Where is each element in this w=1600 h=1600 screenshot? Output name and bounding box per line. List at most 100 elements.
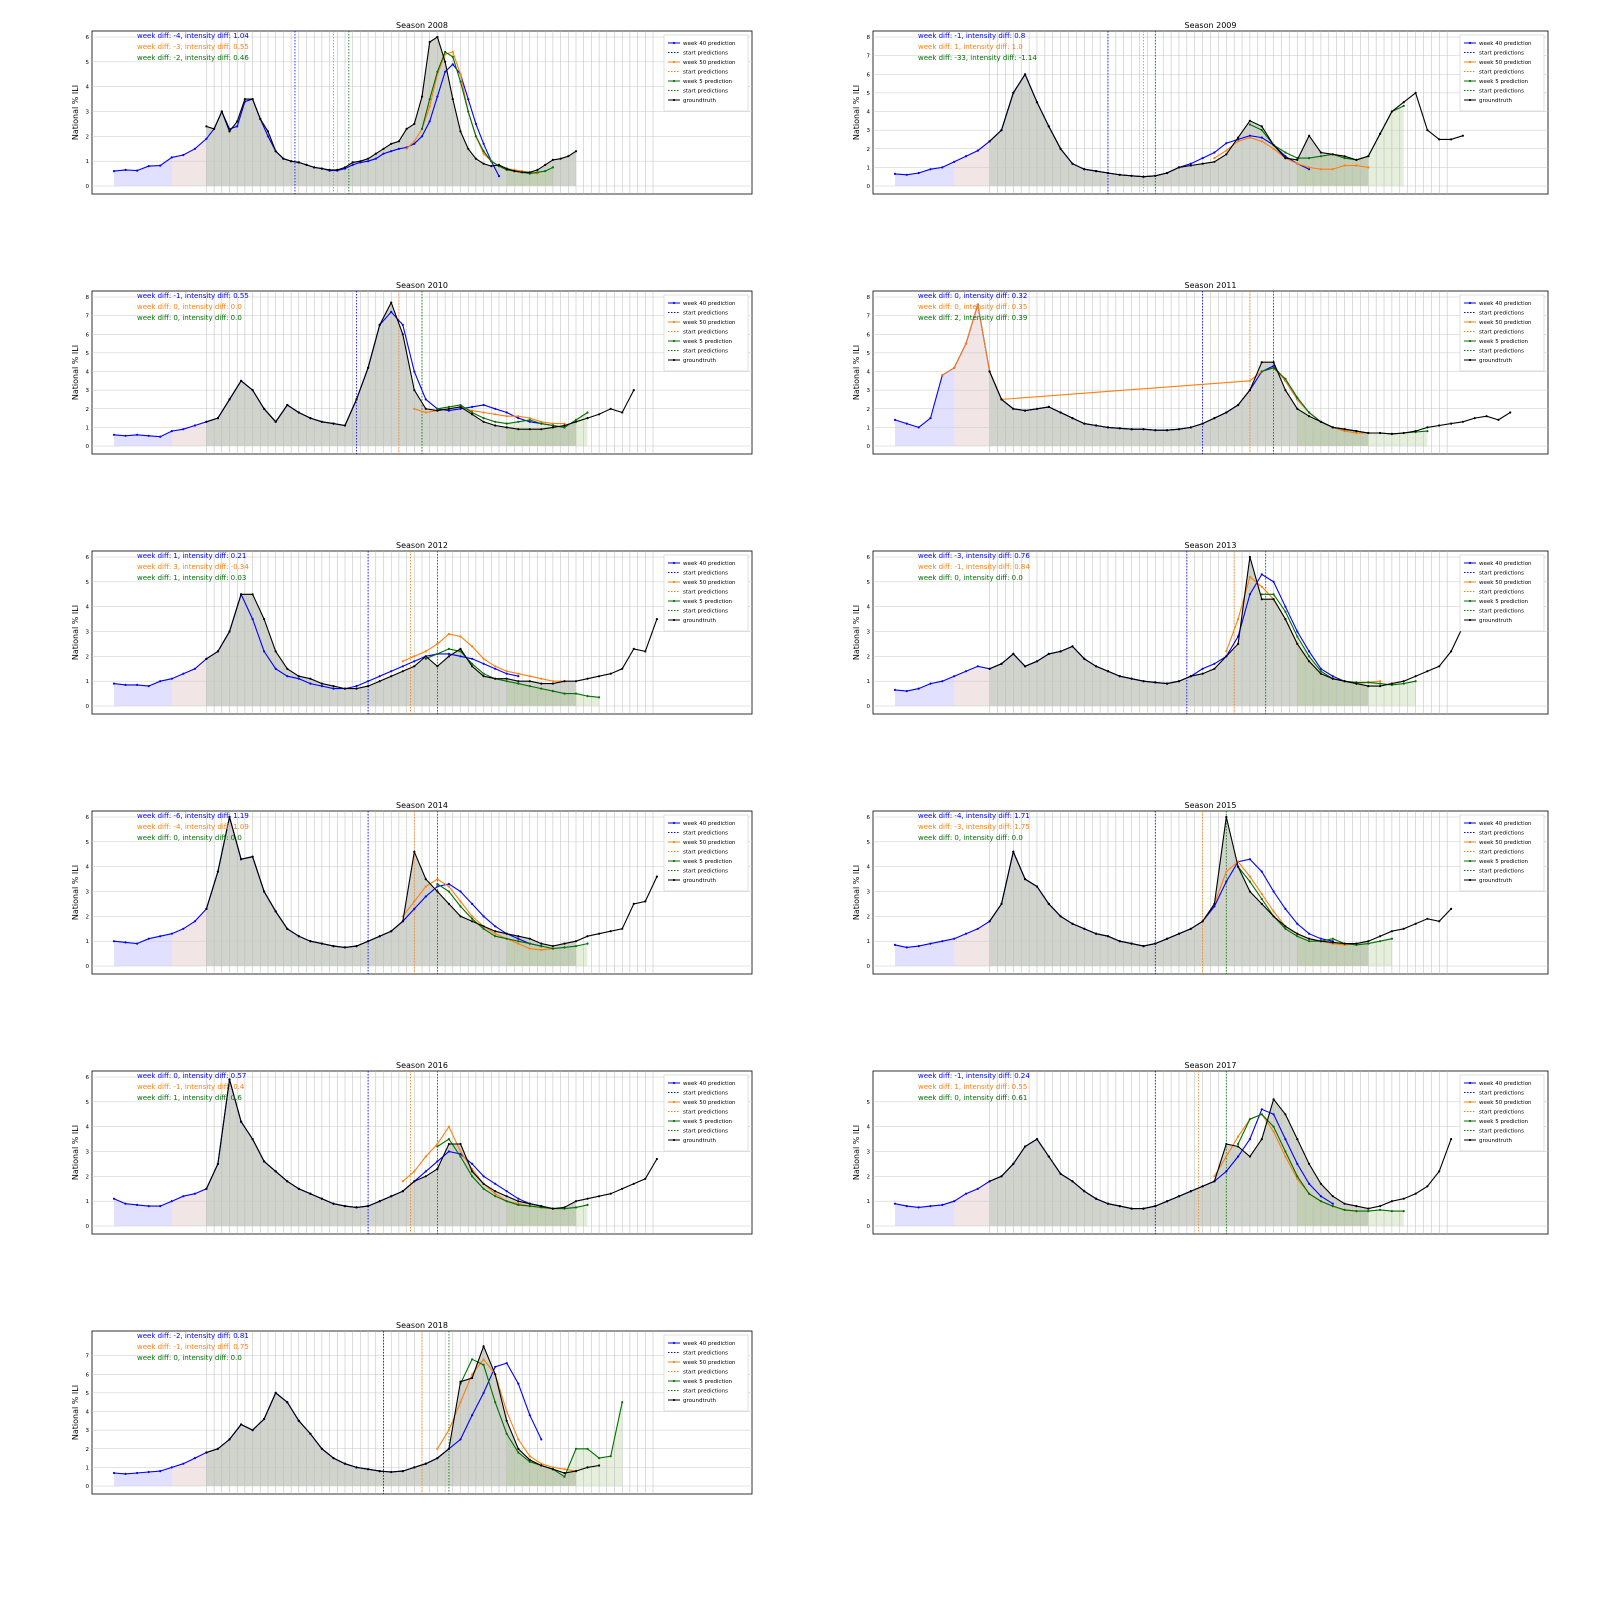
point-w40 bbox=[124, 434, 127, 437]
point-w40 bbox=[147, 165, 150, 168]
point-gt bbox=[551, 682, 555, 685]
point-gt bbox=[528, 1202, 531, 1205]
point-w5 bbox=[528, 1460, 531, 1463]
point-gt bbox=[1272, 361, 1275, 364]
point-w5 bbox=[1260, 593, 1263, 596]
point-gt bbox=[1450, 422, 1453, 425]
point-gt bbox=[1047, 652, 1050, 656]
point-gt bbox=[378, 935, 381, 938]
point-w40 bbox=[953, 160, 956, 163]
point-w50 bbox=[471, 1373, 474, 1376]
point-gt bbox=[343, 946, 347, 949]
point-gt bbox=[609, 672, 612, 675]
point-w40 bbox=[1308, 650, 1311, 653]
point-w50 bbox=[1237, 1135, 1240, 1138]
annotation-1: week diff: 1, intensity diff: 1.0 bbox=[918, 43, 1023, 51]
legend-label: start predictions bbox=[1479, 51, 1524, 57]
point-w5 bbox=[563, 1475, 566, 1478]
point-w5 bbox=[536, 171, 539, 174]
point-gt bbox=[1272, 1098, 1275, 1101]
legend-marker bbox=[1468, 60, 1472, 64]
point-w40 bbox=[917, 687, 920, 690]
point-w5 bbox=[586, 1203, 589, 1206]
point-w40 bbox=[893, 1202, 897, 1205]
legend-marker bbox=[1468, 339, 1472, 343]
y-axis-label: National % ILI bbox=[852, 865, 861, 920]
point-gt bbox=[297, 411, 300, 414]
point-w40 bbox=[459, 1438, 462, 1441]
point-gt bbox=[1059, 411, 1062, 414]
point-w40 bbox=[459, 407, 462, 410]
point-w5 bbox=[459, 403, 462, 407]
band-week50 bbox=[954, 666, 990, 706]
band-week40 bbox=[114, 157, 172, 186]
legend-label: start predictions bbox=[683, 590, 728, 596]
point-w40 bbox=[447, 652, 450, 656]
point-gt bbox=[228, 1078, 231, 1081]
point-gt bbox=[216, 1162, 219, 1165]
point-gt bbox=[1414, 922, 1417, 925]
point-gt bbox=[1225, 655, 1228, 658]
point-gt bbox=[655, 618, 659, 621]
point-w40 bbox=[170, 677, 173, 680]
legend-box bbox=[1459, 294, 1545, 372]
point-w5 bbox=[424, 657, 427, 660]
point-w40 bbox=[905, 422, 908, 425]
point-w5 bbox=[490, 160, 493, 163]
point-w5 bbox=[505, 680, 508, 683]
point-w50 bbox=[1331, 168, 1334, 171]
point-gt bbox=[220, 110, 223, 113]
point-w50 bbox=[517, 415, 520, 418]
legend-marker bbox=[1468, 79, 1472, 83]
point-w40 bbox=[193, 920, 196, 923]
y-tick-label: 0 bbox=[86, 704, 90, 710]
point-gt bbox=[390, 301, 393, 304]
point-w50 bbox=[413, 140, 416, 143]
point-gt bbox=[355, 945, 358, 948]
point-gt bbox=[598, 1195, 601, 1198]
point-gt bbox=[1390, 682, 1393, 685]
point-gt bbox=[1059, 915, 1062, 918]
y-axis-label: National % ILI bbox=[71, 605, 80, 660]
point-w50 bbox=[505, 1410, 508, 1413]
point-gt bbox=[1166, 937, 1169, 940]
point-w40 bbox=[374, 157, 377, 160]
point-w40 bbox=[1213, 151, 1216, 154]
point-gt bbox=[1319, 940, 1322, 943]
point-w40 bbox=[136, 433, 139, 436]
series-gt bbox=[205, 1079, 658, 1210]
y-tick-label: 7 bbox=[86, 1354, 90, 1360]
point-w5 bbox=[563, 692, 566, 695]
point-gt bbox=[297, 1419, 300, 1422]
y-tick-label: 4 bbox=[867, 370, 871, 376]
y-tick-label: 6 bbox=[867, 555, 871, 561]
y-tick-label: 2 bbox=[86, 1447, 90, 1453]
point-gt bbox=[1083, 657, 1086, 660]
panel-season-2017: 0 1 2 3 4 5 Season 2017 National % ILI week diff… bbox=[852, 1061, 1549, 1235]
point-gt bbox=[420, 95, 424, 98]
point-gt bbox=[251, 593, 254, 596]
point-w40 bbox=[367, 680, 370, 683]
point-w5 bbox=[517, 420, 520, 423]
y-tick-label: 7 bbox=[867, 54, 871, 60]
legend-box bbox=[663, 1074, 749, 1152]
legend-marker bbox=[1468, 1138, 1472, 1142]
point-gt bbox=[1095, 932, 1098, 935]
legend-box bbox=[1459, 554, 1545, 632]
band-week50 bbox=[171, 421, 207, 446]
point-w50 bbox=[1225, 149, 1228, 152]
point-gt bbox=[586, 677, 589, 680]
point-gt bbox=[471, 413, 474, 416]
band-week50 bbox=[954, 141, 990, 186]
point-w40 bbox=[447, 882, 450, 886]
band-week50 bbox=[954, 304, 990, 446]
point-gt bbox=[228, 1438, 231, 1441]
point-w40 bbox=[263, 650, 266, 653]
legend-label: week 50 prediction bbox=[1479, 1100, 1532, 1106]
point-w50 bbox=[436, 878, 439, 881]
point-w50 bbox=[494, 932, 497, 935]
point-gt bbox=[505, 932, 508, 935]
point-gt bbox=[1379, 431, 1382, 435]
point-gt bbox=[1367, 431, 1370, 435]
y-axis-label: National % ILI bbox=[852, 85, 861, 140]
